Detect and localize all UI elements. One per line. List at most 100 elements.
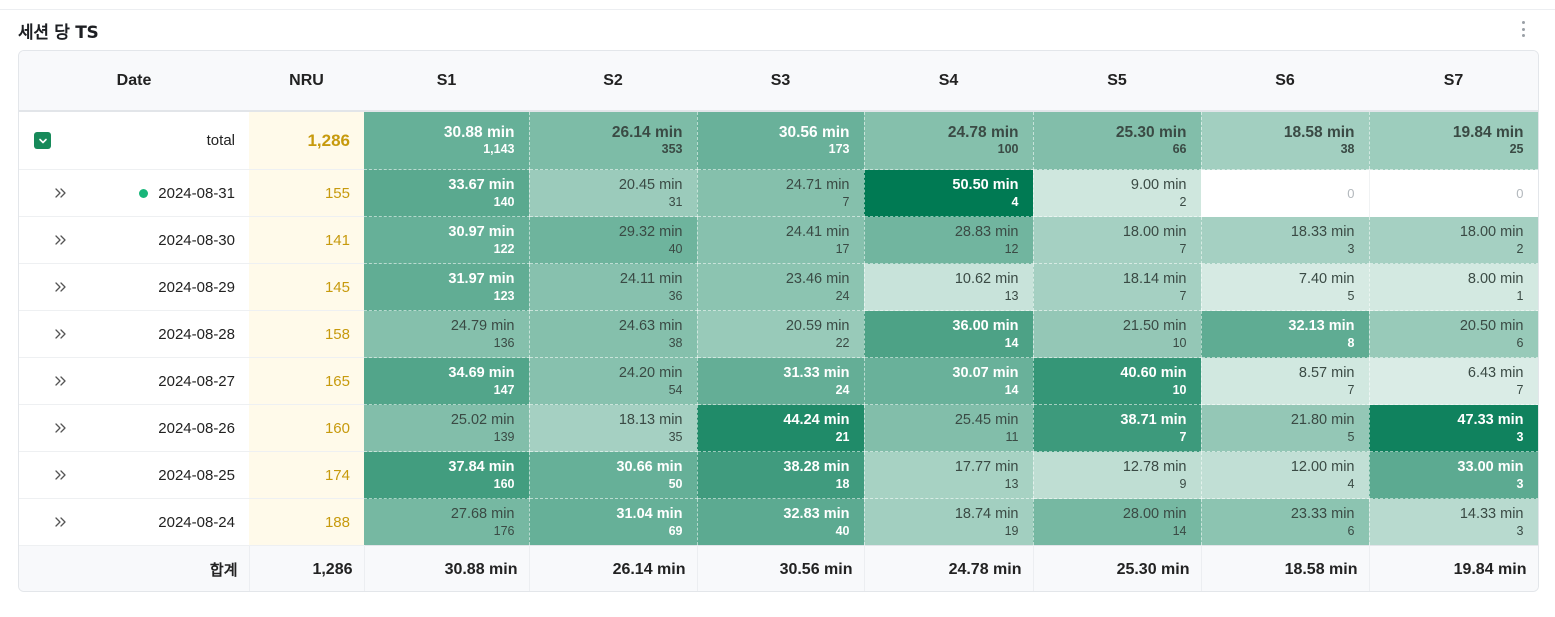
date-label: 2024-08-26	[158, 420, 235, 437]
cell-count: 3	[1516, 523, 1524, 538]
double-chevron-right-icon[interactable]	[54, 234, 72, 246]
cell-count: 11	[1005, 429, 1019, 444]
cell-time: 27.68 min	[450, 505, 515, 522]
chevron-down-icon[interactable]	[34, 132, 51, 149]
table-row: 2024-08-28 158 24.79 min 136 24.63 min 38 20.5…	[19, 310, 1538, 358]
double-chevron-right-icon[interactable]	[54, 281, 72, 293]
date-label: 2024-08-30	[158, 232, 235, 249]
cell-count: 9	[1179, 476, 1187, 491]
cell-time: 50.50 min	[952, 176, 1019, 193]
nru-cell: 141	[249, 216, 364, 264]
cohort-cell: 32.13 min 8	[1201, 310, 1370, 358]
cell-time: 24.41 min	[785, 223, 850, 240]
footer-s6: 18.58 min	[1201, 545, 1370, 591]
cell-time: 24.78 min	[947, 124, 1019, 141]
cohort-cell-empty: 0	[1201, 169, 1370, 217]
double-chevron-right-icon[interactable]	[54, 328, 72, 340]
date-cell: 2024-08-29	[19, 263, 249, 311]
cell-time: 25.02 min	[450, 411, 515, 428]
column-header-s2[interactable]: S2	[529, 51, 697, 112]
double-chevron-right-icon[interactable]	[54, 375, 72, 387]
cohort-cell: 25.02 min 139	[364, 404, 530, 452]
cohort-cell: 9.00 min 2	[1033, 169, 1202, 217]
date-cell: 2024-08-26	[19, 404, 249, 452]
cohort-cell: 29.32 min 40	[529, 216, 698, 264]
column-header-s6[interactable]: S6	[1201, 51, 1369, 112]
cell-count: 353	[661, 142, 683, 156]
cell-time: 36.00 min	[952, 317, 1019, 334]
top-divider	[0, 9, 1555, 10]
cell-count: 3	[1347, 241, 1355, 256]
table-row: 2024-08-27 165 34.69 min 147 24.20 min 54 31.3…	[19, 357, 1538, 405]
nru-cell: 174	[249, 451, 364, 499]
cohort-cell: 50.50 min 4	[864, 169, 1034, 217]
cell-count: 17	[835, 241, 850, 256]
cell-count: 1,143	[483, 142, 515, 156]
cell-count: 122	[493, 241, 515, 256]
cell-count: 7	[1179, 241, 1187, 256]
date-text: 2024-08-25	[158, 466, 235, 484]
cohort-cell: 17.77 min 13	[864, 451, 1034, 499]
cell-count: 22	[835, 335, 850, 350]
cell-time: 18.74 min	[954, 505, 1019, 522]
cohort-cell: 24.79 min 136	[364, 310, 530, 358]
more-options-icon[interactable]	[1516, 19, 1530, 39]
cell-count: 1	[1516, 288, 1524, 303]
cohort-cell: 40.60 min 10	[1033, 357, 1202, 405]
date-label: 2024-08-24	[158, 514, 235, 531]
cohort-cell: 21.50 min 10	[1033, 310, 1202, 358]
date-text: 2024-08-30	[158, 231, 235, 249]
cell-time: 18.14 min	[1122, 270, 1187, 287]
date-cell: 2024-08-30	[19, 216, 249, 264]
cell-count: 160	[493, 476, 515, 491]
cell-time: 30.97 min	[448, 223, 515, 240]
column-header-s3[interactable]: S3	[697, 51, 864, 112]
cell-time: 12.00 min	[1290, 458, 1355, 475]
column-header-s4[interactable]: S4	[864, 51, 1033, 112]
cell-count: 13	[1004, 476, 1019, 491]
double-chevron-right-icon[interactable]	[54, 469, 72, 481]
cohort-cell: 33.00 min 3	[1369, 451, 1538, 499]
cohort-cell: 18.00 min 2	[1369, 216, 1538, 264]
date-cell: 2024-08-28	[19, 310, 249, 358]
cell-time: 24.79 min	[450, 317, 515, 334]
cell-count: 100	[997, 142, 1019, 156]
cell-time: 20.45 min	[618, 176, 683, 193]
cohort-cell: 31.33 min 24	[697, 357, 865, 405]
cohort-cell: 34.69 min 147	[364, 357, 530, 405]
nru-cell: 188	[249, 498, 364, 546]
footer-s5: 25.30 min	[1033, 545, 1202, 591]
column-header-date[interactable]: Date	[19, 51, 249, 112]
column-header-s7[interactable]: S7	[1369, 51, 1538, 112]
cell-time: 10.62 min	[954, 270, 1019, 287]
nru-cell: 158	[249, 310, 364, 358]
column-header-s1[interactable]: S1	[364, 51, 529, 112]
cell-time: 8.00 min	[1467, 270, 1524, 287]
date-label: 2024-08-25	[158, 467, 235, 484]
cohort-cell: 6.43 min 7	[1369, 357, 1538, 405]
double-chevron-right-icon[interactable]	[54, 187, 72, 199]
cell-count: 7	[1347, 382, 1355, 397]
cell-time: 37.84 min	[448, 458, 515, 475]
cohort-cell: 30.97 min 122	[364, 216, 530, 264]
cell-time: 23.46 min	[785, 270, 850, 287]
cell-count: 4	[1347, 476, 1355, 491]
double-chevron-right-icon[interactable]	[54, 516, 72, 528]
total-nru-cell: 1,286	[249, 111, 364, 170]
cohort-cell: 8.00 min 1	[1369, 263, 1538, 311]
double-chevron-right-icon[interactable]	[54, 422, 72, 434]
cohort-cell: 31.97 min 123	[364, 263, 530, 311]
column-header-nru[interactable]: NRU	[249, 51, 364, 112]
cohort-table: Date NRU S1 S2 S3 S4 S5 S6 S7 total	[19, 51, 1538, 591]
column-header-s5[interactable]: S5	[1033, 51, 1201, 112]
cell-time: 28.00 min	[1122, 505, 1187, 522]
cohort-cell: 36.00 min 14	[864, 310, 1034, 358]
cohort-cell: 20.59 min 22	[697, 310, 865, 358]
total-cell-s1: 30.88 min 1,143	[364, 111, 530, 170]
cohort-cell: 30.66 min 50	[529, 451, 698, 499]
date-text: 2024-08-27	[158, 372, 235, 390]
cohort-cell: 38.71 min 7	[1033, 404, 1202, 452]
date-cell: 2024-08-31	[19, 169, 249, 217]
cell-count: 40	[835, 523, 850, 538]
table-footer: 합계 1,286 30.88 min 26.14 min 30.56 min 2…	[19, 545, 1538, 591]
